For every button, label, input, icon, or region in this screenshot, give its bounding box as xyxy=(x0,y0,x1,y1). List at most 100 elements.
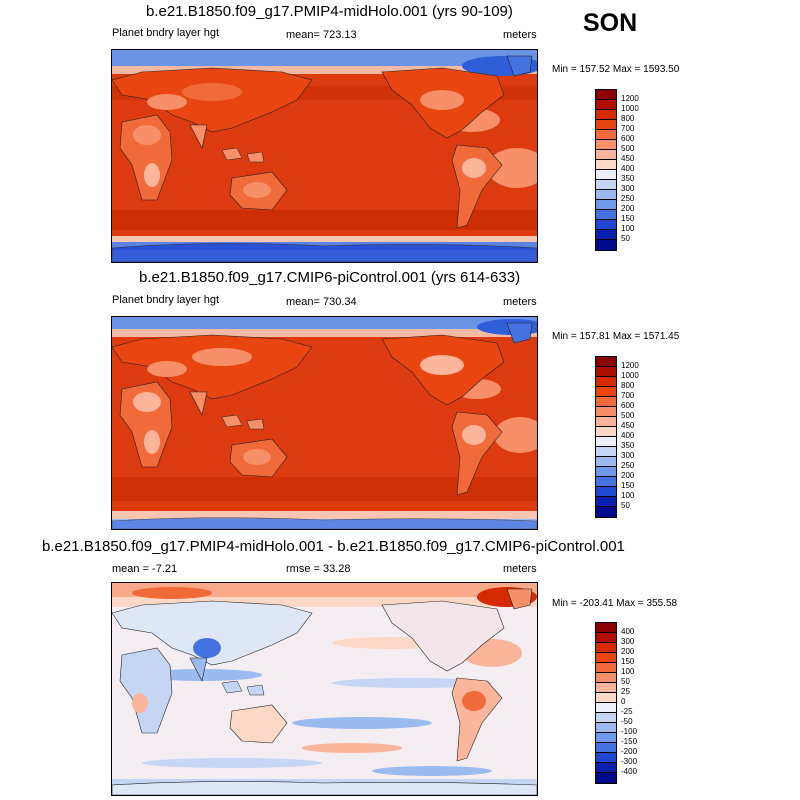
colorbar-swatch xyxy=(596,497,616,507)
panel3-colorbar xyxy=(595,622,617,784)
panel1-mean-label: mean= 723.13 xyxy=(286,29,357,41)
colorbar-swatch xyxy=(596,723,616,733)
colorbar-tick-label: 250 xyxy=(621,461,635,470)
colorbar-tick-label: 1000 xyxy=(621,104,639,113)
colorbar-tick-label: 150 xyxy=(621,657,635,666)
colorbar-swatch xyxy=(596,180,616,190)
panel3-title: b.e21.B1850.f09_g17.PMIP4-midHolo.001 - … xyxy=(42,538,625,555)
colorbar-tick-label: 25 xyxy=(621,687,630,696)
panel2-variable-label: Planet bndry layer hgt xyxy=(112,294,220,306)
panel1-units-label: meters xyxy=(503,29,537,41)
colorbar-tick-label: 400 xyxy=(621,431,635,440)
colorbar-tick-label: 300 xyxy=(621,184,635,193)
panel2-mean-label: mean= 730.34 xyxy=(286,296,357,308)
colorbar-tick-label: 400 xyxy=(621,164,635,173)
colorbar-tick-label: 350 xyxy=(621,174,635,183)
colorbar-swatch xyxy=(596,457,616,467)
panel1-colorbar xyxy=(595,89,617,251)
colorbar-tick-label: 100 xyxy=(621,667,635,676)
colorbar-tick-label: 1000 xyxy=(621,371,639,380)
colorbar-swatch xyxy=(596,753,616,763)
colorbar-swatch xyxy=(596,150,616,160)
colorbar-tick-label: 150 xyxy=(621,481,635,490)
panel1-map xyxy=(111,49,538,263)
colorbar-swatch xyxy=(596,387,616,397)
colorbar-tick-label: 1200 xyxy=(621,94,639,103)
colorbar-swatch xyxy=(596,447,616,457)
colorbar-tick-label: 200 xyxy=(621,647,635,656)
panel2-colorbar xyxy=(595,356,617,518)
colorbar-tick-label: 600 xyxy=(621,401,635,410)
panel2-map xyxy=(111,316,538,530)
colorbar-tick-label: -100 xyxy=(621,727,638,736)
season-label: SON xyxy=(583,9,638,37)
colorbar-tick-label: 450 xyxy=(621,421,635,430)
colorbar-tick-label: 800 xyxy=(621,114,635,123)
colorbar-swatch xyxy=(596,200,616,210)
colorbar-swatch xyxy=(596,663,616,673)
panel1-title: b.e21.B1850.f09_g17.PMIP4-midHolo.001 (y… xyxy=(146,3,513,20)
colorbar-swatch xyxy=(596,130,616,140)
colorbar-swatch xyxy=(596,477,616,487)
colorbar-swatch xyxy=(596,170,616,180)
panel2-units-label: meters xyxy=(503,296,537,308)
colorbar-tick-label: 50 xyxy=(621,677,630,686)
colorbar-tick-label: 100 xyxy=(621,491,635,500)
panel3-rmse-label: rmse = 33.28 xyxy=(286,563,351,575)
panel3-map xyxy=(111,582,538,796)
colorbar-swatch xyxy=(596,407,616,417)
colorbar-tick-label: -50 xyxy=(621,717,633,726)
colorbar-swatch xyxy=(596,713,616,723)
colorbar-tick-label: 600 xyxy=(621,134,635,143)
colorbar-swatch xyxy=(596,467,616,477)
panel1-variable-label: Planet bndry layer hgt xyxy=(112,27,220,39)
colorbar-tick-label: 700 xyxy=(621,124,635,133)
colorbar-swatch xyxy=(596,743,616,753)
colorbar-swatch xyxy=(596,437,616,447)
colorbar-swatch xyxy=(596,160,616,170)
colorbar-swatch xyxy=(596,507,616,517)
panel2-title: b.e21.B1850.f09_g17.CMIP6-piControl.001 … xyxy=(139,269,521,286)
colorbar-swatch xyxy=(596,427,616,437)
colorbar-swatch xyxy=(596,693,616,703)
colorbar-swatch xyxy=(596,240,616,250)
colorbar-tick-label: 300 xyxy=(621,451,635,460)
colorbar-swatch xyxy=(596,683,616,693)
colorbar-swatch xyxy=(596,110,616,120)
colorbar-swatch xyxy=(596,190,616,200)
colorbar-tick-label: 450 xyxy=(621,154,635,163)
panel3-minmax-label: Min = -203.41 Max = 355.58 xyxy=(552,598,678,609)
colorbar-tick-label: 100 xyxy=(621,224,635,233)
panel3-units-label: meters xyxy=(503,563,537,575)
colorbar-swatch xyxy=(596,220,616,230)
colorbar-swatch xyxy=(596,643,616,653)
colorbar-tick-label: 250 xyxy=(621,194,635,203)
colorbar-tick-label: -150 xyxy=(621,737,638,746)
colorbar-tick-label: -200 xyxy=(621,747,638,756)
colorbar-tick-label: 0 xyxy=(621,697,626,706)
colorbar-tick-label: 200 xyxy=(621,471,635,480)
colorbar-tick-label: 50 xyxy=(621,501,630,510)
colorbar-tick-label: 350 xyxy=(621,441,635,450)
colorbar-tick-label: -25 xyxy=(621,707,633,716)
colorbar-tick-label: -300 xyxy=(621,757,638,766)
colorbar-swatch xyxy=(596,763,616,773)
colorbar-swatch xyxy=(596,100,616,110)
colorbar-tick-label: 800 xyxy=(621,381,635,390)
colorbar-swatch xyxy=(596,397,616,407)
colorbar-tick-label: 50 xyxy=(621,234,630,243)
colorbar-swatch xyxy=(596,673,616,683)
colorbar-swatch xyxy=(596,487,616,497)
colorbar-swatch xyxy=(596,230,616,240)
colorbar-swatch xyxy=(596,733,616,743)
colorbar-swatch xyxy=(596,377,616,387)
panel3-mean-label: mean = -7.21 xyxy=(112,563,178,575)
colorbar-tick-label: 400 xyxy=(621,627,635,636)
colorbar-swatch xyxy=(596,120,616,130)
colorbar-swatch xyxy=(596,90,616,100)
colorbar-swatch xyxy=(596,357,616,367)
colorbar-tick-label: 500 xyxy=(621,411,635,420)
colorbar-tick-label: 1200 xyxy=(621,361,639,370)
colorbar-swatch xyxy=(596,633,616,643)
colorbar-tick-label: 500 xyxy=(621,144,635,153)
